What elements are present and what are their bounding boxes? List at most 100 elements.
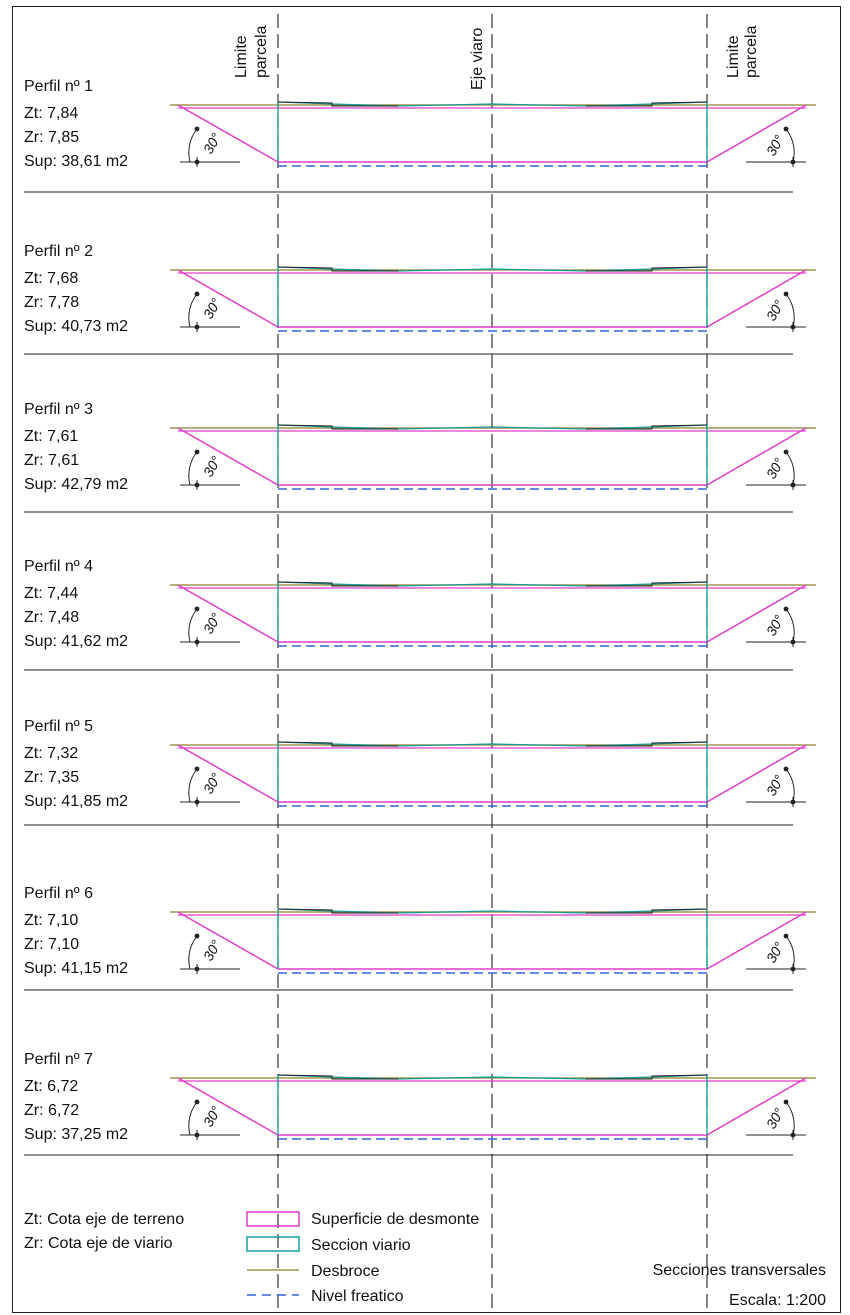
profile-1-sup: Sup: 38,61 m2 — [24, 153, 128, 170]
legend-label-desmonte: Superficie de desmonte — [311, 1211, 479, 1228]
profile-3-kerb-left — [277, 424, 398, 430]
profile-2-sup: Sup: 40,73 m2 — [24, 318, 128, 335]
profile-4-angle-left-label: 30° — [200, 610, 225, 637]
profile-4-kerb-right — [586, 581, 708, 587]
profile-6: Perfil nº 6 Zt: 7,10 Zr: 7,10 Sup: 41,15 m2… — [24, 885, 816, 991]
profile-3-angle-left-label: 30° — [200, 453, 225, 480]
profile-3-angle-left-base-dot — [194, 482, 200, 488]
profile-5-kerb-left — [277, 741, 398, 747]
profile-6-angle-right-arc — [785, 935, 795, 970]
note-zt: Zt: Cota eje de terreno — [24, 1211, 184, 1228]
profile-7-angle-right-arc — [785, 1101, 795, 1136]
profile-6-angle-right-dot — [783, 933, 789, 939]
profile-1-kerb-right — [586, 101, 708, 107]
profile-2-angle-right-dot — [783, 291, 789, 297]
profile-4: Perfil nº 4 Zt: 7,44 Zr: 7,48 Sup: 41,62 m2… — [24, 558, 816, 671]
profile-7-desmonte-outline — [177, 1077, 807, 1136]
legend-label-desbroce: Desbroce — [311, 1263, 380, 1280]
profile-1-angle-left-dot — [194, 126, 200, 132]
profile-6-kerb-right — [586, 908, 708, 914]
profile-6-desmonte-outline — [177, 911, 807, 970]
profile-2: Perfil nº 2 Zt: 7,68 Zr: 7,78 Sup: 40,73 m2… — [24, 243, 816, 355]
profile-2-angle-left-dot — [194, 291, 200, 297]
profile-4-angle-right-dot — [783, 606, 789, 612]
profile-7-angle-right-label: 30° — [763, 1105, 788, 1132]
profile-5-desmonte-outline — [177, 744, 807, 803]
profile-4-title: Perfil nº 4 — [24, 558, 93, 575]
profile-4-angle-right-label: 30° — [763, 612, 788, 639]
profile-4-angle-left-dot — [194, 606, 200, 612]
profile-5-angle-left-base-dot — [194, 799, 200, 805]
left-limit-label-line2: parcela — [253, 25, 270, 78]
profile-3-zt: Zt: 7,61 — [24, 428, 78, 445]
profile-2-kerb-left — [277, 266, 398, 272]
profile-6-angle-right-label: 30° — [763, 939, 788, 966]
profile-4-angle-right-base-dot — [790, 639, 796, 645]
profile-2-desmonte-outline — [177, 269, 807, 328]
profile-7-angle-right-base-dot — [790, 1132, 796, 1138]
profile-2-angle-left-base-dot — [194, 324, 200, 330]
profile-1-kerb-left — [277, 101, 398, 107]
profile-6-zt: Zt: 7,10 — [24, 912, 78, 929]
profile-7-zr: Zr: 6,72 — [24, 1102, 79, 1119]
profile-6-zr: Zr: 7,10 — [24, 936, 79, 953]
profile-1-angle-left-label: 30° — [200, 130, 225, 157]
profile-1-angle-right-arc — [785, 128, 795, 163]
profile-6-angle-left-arc — [188, 935, 198, 970]
note-zr: Zr: Cota eje de viario — [24, 1235, 173, 1252]
profile-1-angle-left-base-dot — [194, 159, 200, 165]
profile-2-angle-right-arc — [785, 293, 795, 328]
profile-5-kerb-right — [586, 741, 708, 747]
profile-5-angle-right-base-dot — [790, 799, 796, 805]
profile-2-title: Perfil nº 2 — [24, 243, 93, 260]
profile-3: Perfil nº 3 Zt: 7,61 Zr: 7,61 Sup: 42,79 m2… — [24, 401, 816, 513]
profile-3-kerb-right — [586, 424, 708, 430]
profile-3-angle-right-dot — [783, 449, 789, 455]
profile-5-viario-section — [277, 741, 708, 802]
right-limit-label-line1: Limite — [725, 35, 742, 78]
profile-2-angle-left-label: 30° — [200, 295, 225, 322]
profile-7-angle-left-base-dot — [194, 1132, 200, 1138]
profile-2-angle-left-arc — [188, 293, 198, 328]
profile-6-angle-left-base-dot — [194, 966, 200, 972]
profile-4-sup: Sup: 41,62 m2 — [24, 633, 128, 650]
profile-5-sup: Sup: 41,85 m2 — [24, 793, 128, 810]
profile-6-title: Perfil nº 6 — [24, 885, 93, 902]
profile-7-zt: Zt: 6,72 — [24, 1078, 78, 1095]
profile-2-zt: Zt: 7,68 — [24, 270, 78, 287]
legend-label-freatico: Nivel freatico — [311, 1288, 404, 1305]
profile-1-viario-section — [277, 101, 708, 162]
profile-2-zr: Zr: 7,78 — [24, 294, 79, 311]
profile-1-zt: Zt: 7,84 — [24, 105, 78, 122]
profile-2-angle-right-label: 30° — [763, 297, 788, 324]
profile-6-kerb-left — [277, 908, 398, 914]
profile-7-kerb-right — [586, 1074, 708, 1080]
legend: Superficie de desmonte Seccion viario De… — [246, 1211, 479, 1305]
profile-4-angle-left-arc — [188, 608, 198, 643]
profile-7-angle-left-dot — [194, 1099, 200, 1105]
sheet-frame — [12, 6, 841, 1313]
profile-3-angle-left-dot — [194, 449, 200, 455]
profile-5-angle-left-arc — [188, 768, 198, 803]
profile-1-zr: Zr: 7,85 — [24, 129, 79, 146]
profile-1-angle-right-base-dot — [790, 159, 796, 165]
profile-3-angle-left-arc — [188, 451, 198, 486]
profile-6-angle-right-base-dot — [790, 966, 796, 972]
legend-label-viario: Seccion viario — [311, 1237, 411, 1254]
profile-4-zr: Zr: 7,48 — [24, 609, 79, 626]
profile-4-zt: Zt: 7,44 — [24, 585, 78, 602]
profile-4-desmonte-outline — [177, 584, 807, 643]
right-limit-label-line2: parcela — [743, 25, 760, 78]
profile-7-title: Perfil nº 7 — [24, 1051, 93, 1068]
profile-3-angle-right-label: 30° — [763, 455, 788, 482]
legend-swatch-viario — [246, 1236, 300, 1252]
profile-2-angle-right-base-dot — [790, 324, 796, 330]
profile-3-desmonte-outline — [177, 427, 807, 486]
profile-4-angle-right-arc — [785, 608, 795, 643]
profile-7-kerb-left — [277, 1074, 398, 1080]
profile-7-sup: Sup: 37,25 m2 — [24, 1126, 128, 1143]
profile-5-title: Perfil nº 5 — [24, 718, 93, 735]
profile-7: Perfil nº 7 Zt: 6,72 Zr: 6,72 Sup: 37,25 m2… — [24, 1051, 816, 1156]
